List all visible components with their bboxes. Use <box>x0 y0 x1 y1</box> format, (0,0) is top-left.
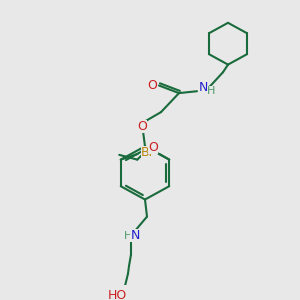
Text: H: H <box>124 231 132 241</box>
Text: N: N <box>198 81 208 94</box>
Text: O: O <box>148 141 158 154</box>
Text: HO: HO <box>107 289 127 300</box>
Text: O: O <box>147 79 157 92</box>
Text: O: O <box>137 120 147 133</box>
Text: H: H <box>207 86 215 96</box>
Text: Br: Br <box>141 146 154 158</box>
Text: N: N <box>130 229 140 242</box>
